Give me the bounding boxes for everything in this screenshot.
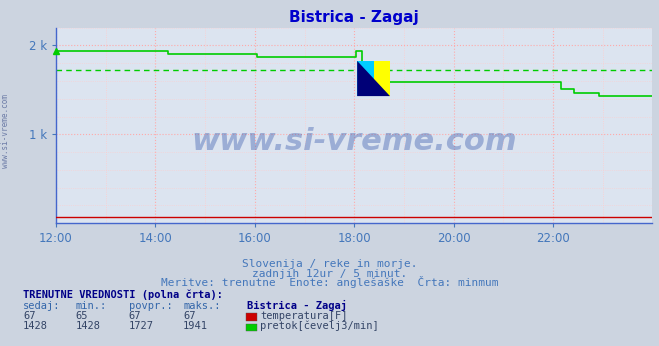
Text: 1428: 1428 [23,321,48,331]
Polygon shape [357,61,390,96]
Text: povpr.:: povpr.: [129,301,172,311]
Text: pretok[čevelj3/min]: pretok[čevelj3/min] [260,320,379,331]
Text: maks.:: maks.: [183,301,221,311]
Text: 67: 67 [183,311,196,321]
Text: sedaj:: sedaj: [23,301,61,311]
Title: Bistrica - Zagaj: Bistrica - Zagaj [289,10,419,25]
Text: 1428: 1428 [76,321,101,331]
Text: Bistrica - Zagaj: Bistrica - Zagaj [247,300,347,311]
Bar [357,61,390,96]
Text: Slovenija / reke in morje.: Slovenija / reke in morje. [242,259,417,269]
Text: min.:: min.: [76,301,107,311]
Text: 1941: 1941 [183,321,208,331]
Text: Meritve: trenutne  Enote: anglešaške  Črta: minmum: Meritve: trenutne Enote: anglešaške Črta… [161,276,498,288]
Text: 67: 67 [23,311,36,321]
Text: 1727: 1727 [129,321,154,331]
Text: temperatura[F]: temperatura[F] [260,311,348,321]
Text: 67: 67 [129,311,141,321]
Text: 65: 65 [76,311,88,321]
Text: zadnjih 12ur / 5 minut.: zadnjih 12ur / 5 minut. [252,269,407,279]
Text: www.si-vreme.com: www.si-vreme.com [191,127,517,156]
Text: www.si-vreme.com: www.si-vreme.com [1,94,10,169]
Text: TRENUTNE VREDNOSTI (polna črta):: TRENUTNE VREDNOSTI (polna črta): [23,290,223,300]
Bar [357,61,374,96]
